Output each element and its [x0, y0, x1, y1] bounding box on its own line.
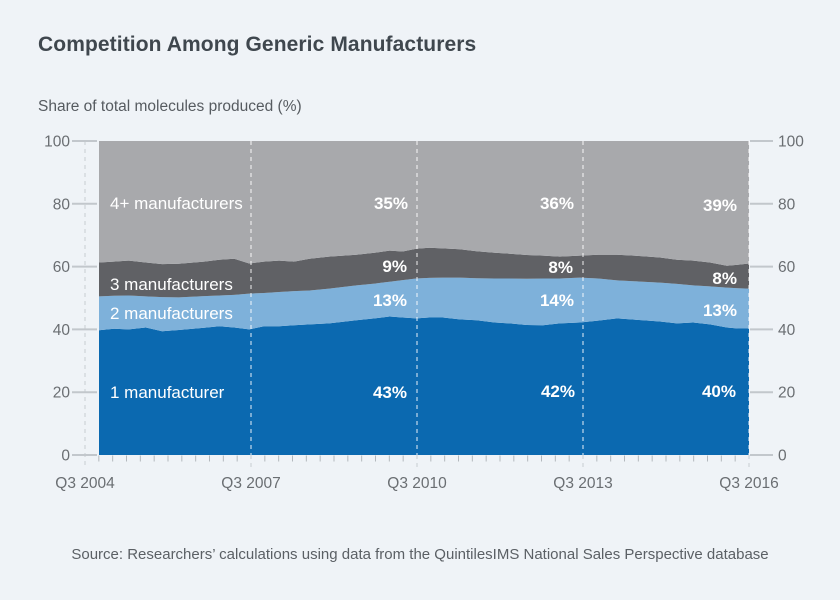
x-tick-label: Q3 2007	[221, 475, 280, 492]
area-2-manufacturers	[99, 277, 749, 332]
value-label: 8%	[712, 269, 737, 288]
series-label: 2 manufacturers	[110, 304, 233, 323]
y-axis-title: Share of total molecules produced (%)	[38, 98, 302, 115]
series-label: 1 manufacturer	[110, 383, 225, 402]
y-tick-label-left: 40	[53, 322, 71, 339]
value-label: 8%	[548, 258, 573, 277]
value-label: 35%	[374, 194, 408, 213]
series-label: 4+ manufacturers	[110, 194, 243, 213]
y-tick-label-left: 60	[53, 259, 71, 276]
value-label: 43%	[373, 383, 407, 402]
x-tick-label: Q3 2010	[387, 475, 447, 492]
value-label: 13%	[703, 301, 737, 320]
area-1-manufacturer	[99, 316, 749, 455]
y-tick-label-right: 0	[778, 448, 787, 465]
y-tick-label-right: 100	[778, 134, 804, 151]
area-series-group	[99, 141, 749, 455]
value-label: 9%	[382, 257, 407, 276]
value-label: 36%	[540, 194, 574, 213]
y-tick-label-right: 80	[778, 196, 796, 213]
y-tick-label-left: 100	[44, 134, 70, 151]
chart-title: Competition Among Generic Manufacturers	[38, 33, 477, 56]
source-note: Source: Researchers’ calculations using …	[71, 546, 769, 563]
gridlines-group	[84, 141, 750, 468]
in-chart-labels-group: 4+ manufacturers 3 manufacturers 2 manufac…	[110, 194, 737, 402]
value-label: 14%	[540, 291, 574, 310]
x-tick-label: Q3 2016	[719, 475, 778, 492]
value-label: 42%	[541, 382, 575, 401]
value-label: 40%	[702, 382, 736, 401]
x-tick-label: Q3 2004	[55, 475, 115, 492]
value-label: 39%	[703, 196, 737, 215]
y-tick-label-left: 0	[61, 448, 70, 465]
y-tick-label-right: 60	[778, 259, 796, 276]
area-3-manufacturers	[99, 247, 749, 298]
y-tick-label-left: 80	[53, 196, 71, 213]
y-tick-label-left: 20	[53, 385, 71, 402]
y-tick-label-right: 20	[778, 385, 796, 402]
area-4-manufacturers	[99, 141, 749, 266]
y-tick-label-right: 40	[778, 322, 796, 339]
x-tick-label: Q3 2013	[553, 475, 612, 492]
axes-group: 0 0 20 20 40 40 60 60 80 80 100 100 Q3 2004 Q3 2007 Q3…	[44, 134, 804, 493]
series-label: 3 manufacturers	[110, 275, 233, 294]
value-label: 13%	[373, 291, 407, 310]
